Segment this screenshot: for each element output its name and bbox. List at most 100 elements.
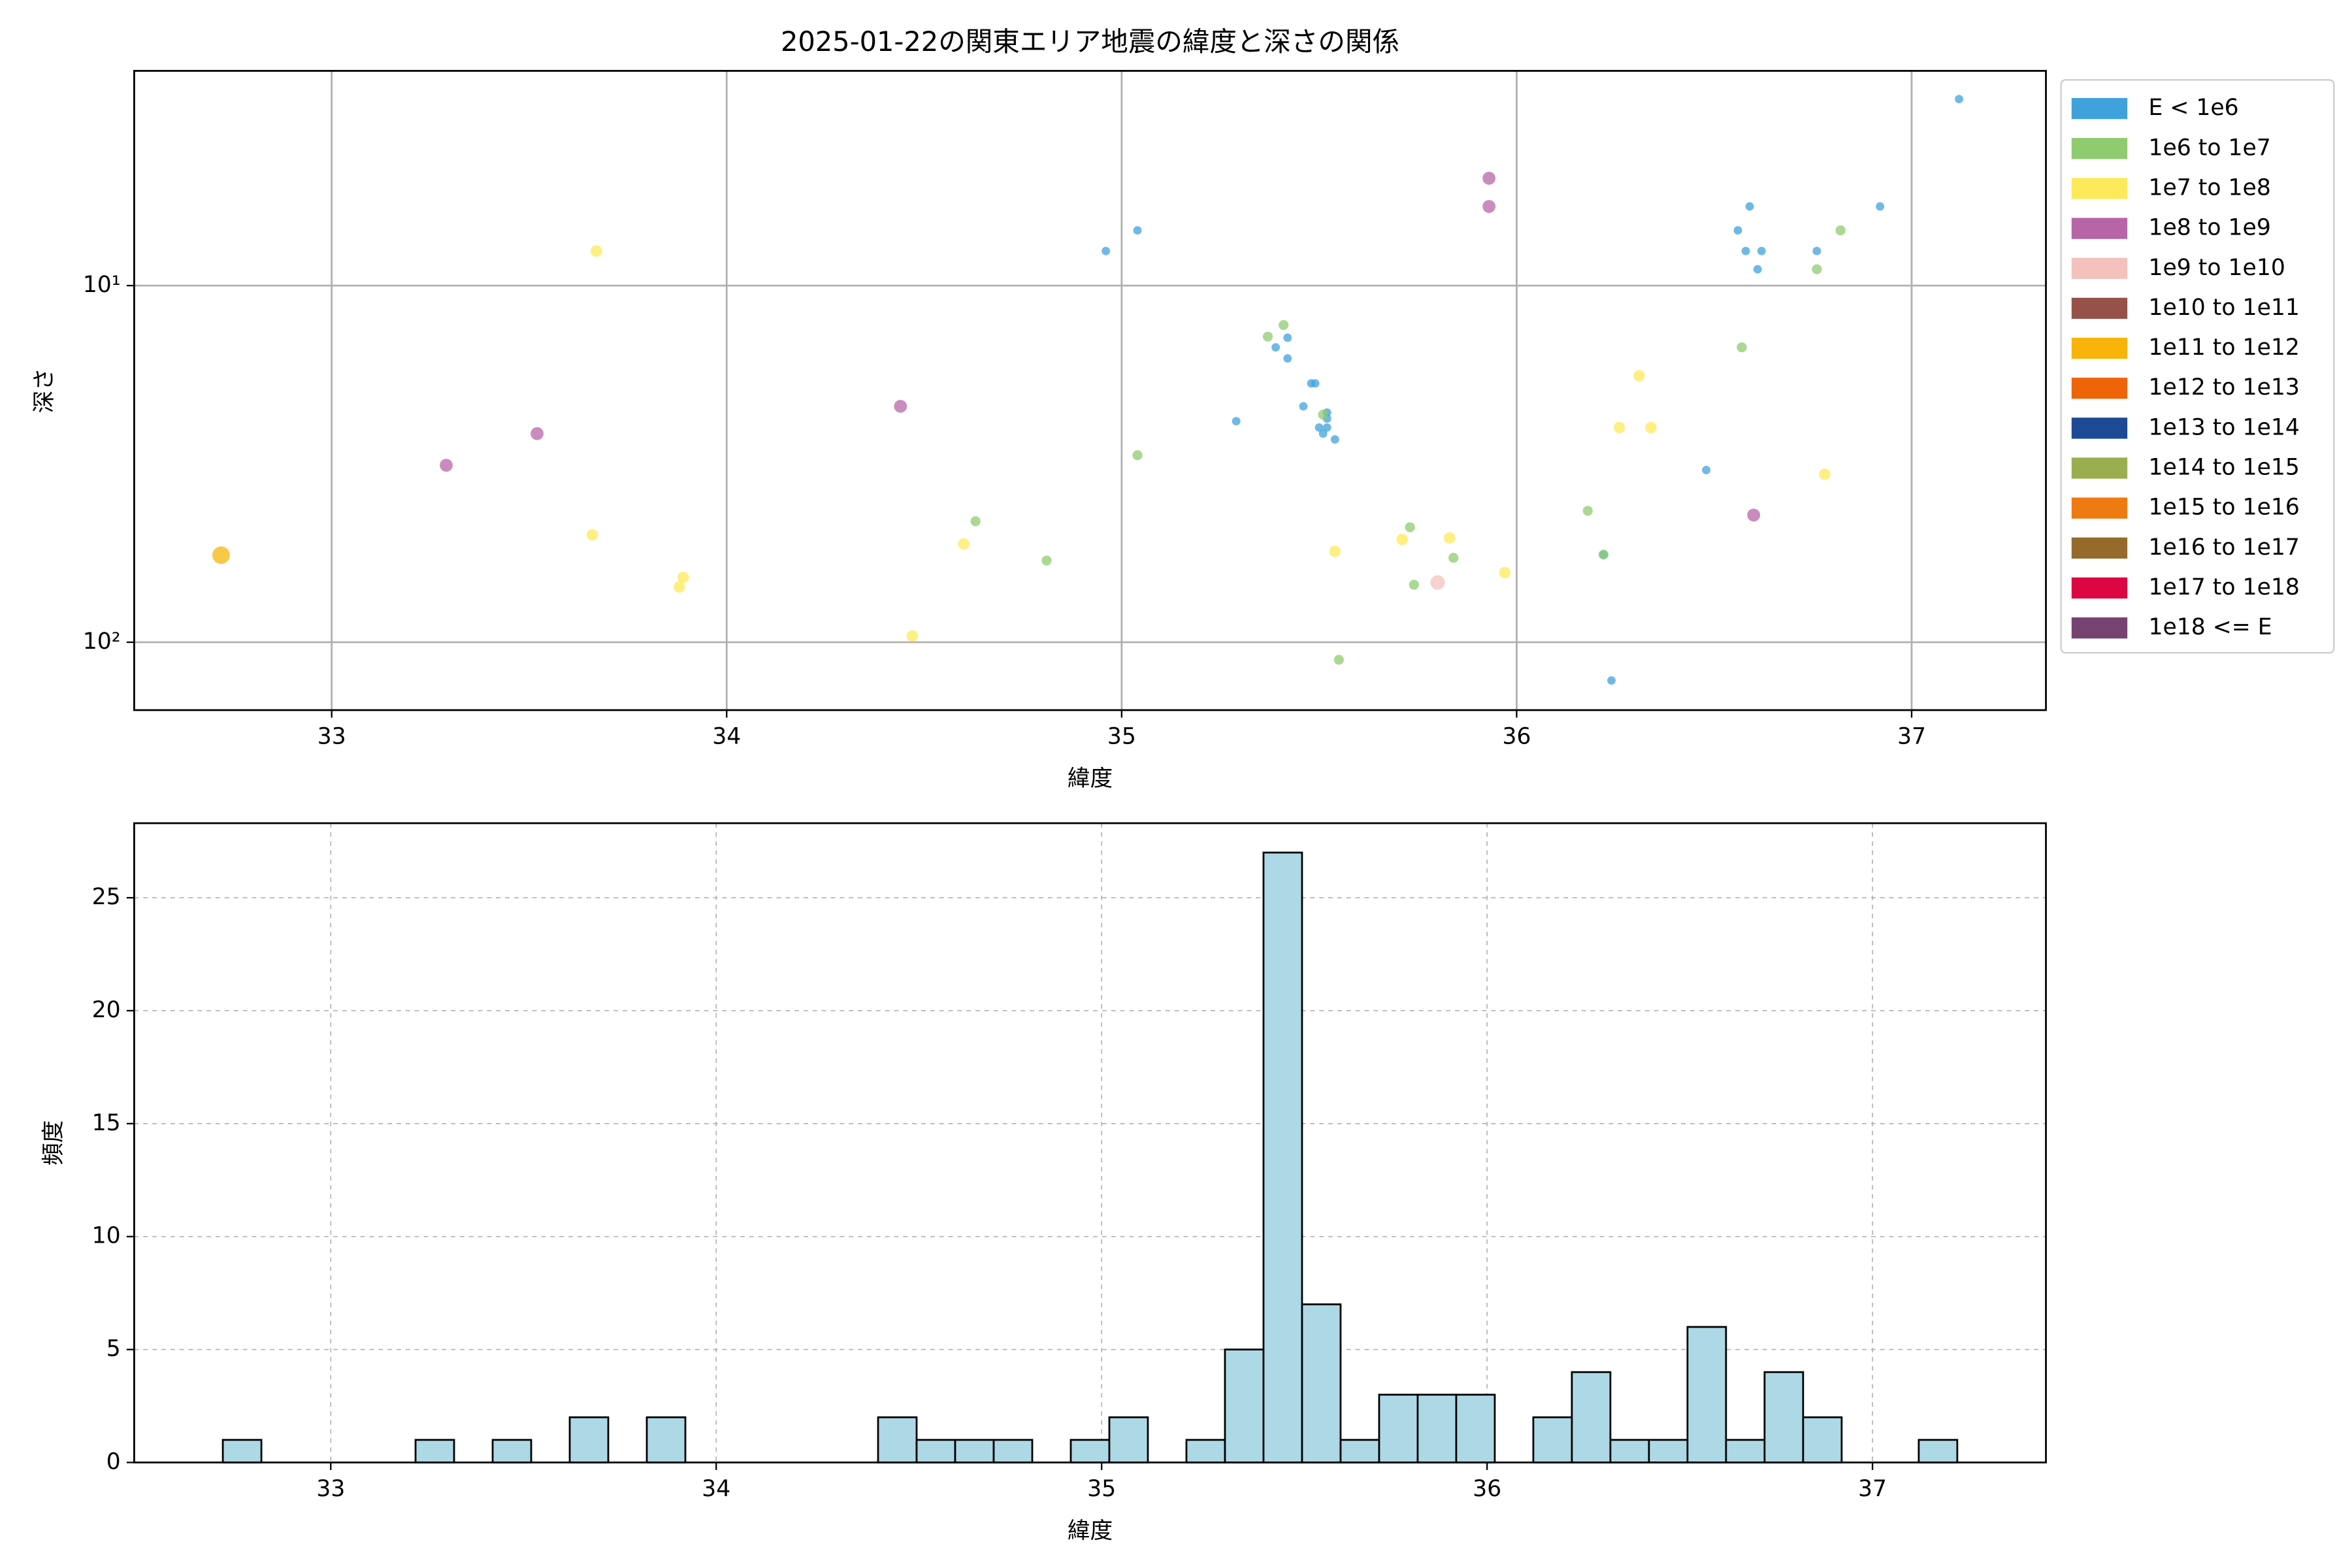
data-point [590,245,602,257]
data-point [1482,171,1496,185]
histogram-bar [1763,1371,1805,1463]
x-tick-label: 35 [1107,723,1136,749]
x-axis-label: 緯度 [1068,1518,1113,1544]
legend-label: 1e12 to 1e13 [2148,374,2299,400]
y-tick-label: 10² [83,629,121,655]
legend-swatch [2071,297,2128,319]
x-tick-label: 35 [1087,1476,1116,1502]
histogram-bar [1609,1439,1650,1463]
legend-swatch [2071,337,2128,359]
legend-label: 1e13 to 1e14 [2148,414,2299,440]
data-point [1409,580,1419,590]
data-point [1482,200,1496,213]
legend-label: 1e6 to 1e7 [2148,135,2270,161]
legend-swatch [2071,257,2128,279]
legend-label: 1e14 to 1e15 [2148,455,2299,481]
y-tick-label: 0 [106,1448,121,1475]
histogram-bar [221,1439,263,1463]
data-point [1747,508,1761,522]
data-point [1299,402,1308,411]
data-point [1582,506,1593,516]
legend-label: 1e16 to 1e17 [2148,534,2299,561]
data-point [1318,409,1328,420]
histogram-bar [992,1439,1034,1463]
data-point [1232,417,1241,426]
legend-swatch [2071,378,2128,399]
data-point [1430,575,1445,590]
data-point [1318,429,1328,438]
histogram-bar [1378,1394,1419,1463]
x-tick-label: 33 [318,723,346,749]
legend-label: 1e9 to 1e10 [2148,255,2285,281]
data-point [958,538,970,550]
x-tick-label: 36 [1502,723,1531,749]
data-point [1613,421,1625,434]
chart-title: 2025-01-22の関東エリア地震の緯度と深さの関係 [781,25,1399,57]
legend-swatch [2071,218,2128,239]
data-point [1819,468,1831,480]
x-tick-label: 37 [1897,723,1926,749]
histogram-bar [1262,851,1303,1463]
histogram-bar [414,1439,455,1463]
histogram-bar [1108,1416,1149,1463]
data-point [1812,246,1821,255]
data-point [1737,342,1747,353]
data-point [1041,555,1052,566]
data-point [1733,226,1742,235]
data-point [212,546,230,564]
data-point [1271,343,1281,352]
legend-label: 1e15 to 1e16 [2148,495,2299,521]
data-point [440,459,453,472]
histogram-bar [1070,1439,1111,1463]
histogram-bar [1802,1416,1843,1463]
x-tick-label: 34 [702,1476,730,1502]
data-point [1757,246,1766,255]
x-tick-label: 36 [1473,1476,1501,1502]
y-tick-label: 10 [92,1223,121,1249]
legend-swatch [2071,178,2128,199]
data-point [673,581,685,593]
y-tick-label: 5 [106,1336,121,1362]
legend-swatch [2071,617,2128,639]
data-point [677,572,689,583]
histogram-bar [645,1416,687,1463]
data-point [1741,246,1750,255]
legend-swatch [2071,497,2128,519]
plot-frame [133,822,2047,1463]
data-point [1812,264,1822,274]
x-tick-label: 33 [316,1476,345,1502]
data-point [1283,354,1292,363]
data-point [1132,450,1143,461]
plot-frame [133,70,2047,711]
data-point [1322,423,1331,432]
histogram-bar [1416,1394,1458,1463]
legend-swatch [2071,577,2128,599]
data-point [906,630,919,642]
data-point [1102,246,1111,255]
legend-label: 1e8 to 1e9 [2148,215,2270,241]
histogram-bar [954,1439,995,1463]
data-point [1396,533,1408,546]
data-point [1133,226,1142,235]
histogram-bar [1301,1303,1342,1463]
histogram-bar [877,1416,918,1463]
legend-label: 1e11 to 1e12 [2148,335,2299,361]
histogram-bar [1725,1439,1766,1463]
histogram-bar [1185,1439,1226,1463]
data-point [1315,423,1324,432]
data-point [586,529,598,541]
histogram-bar [1571,1371,1612,1463]
histogram-bar [1532,1416,1573,1463]
y-tick-label: 20 [92,997,121,1023]
data-point [531,427,544,440]
legend-swatch [2071,98,2128,120]
data-point [1311,379,1320,388]
data-point [1598,549,1609,560]
data-point [1405,522,1415,532]
data-point [970,516,981,527]
data-point [1262,331,1273,342]
legend-swatch [2071,457,2128,479]
legend-label: 1e10 to 1e11 [2148,295,2299,321]
legend-label: E < 1e6 [2148,95,2238,121]
